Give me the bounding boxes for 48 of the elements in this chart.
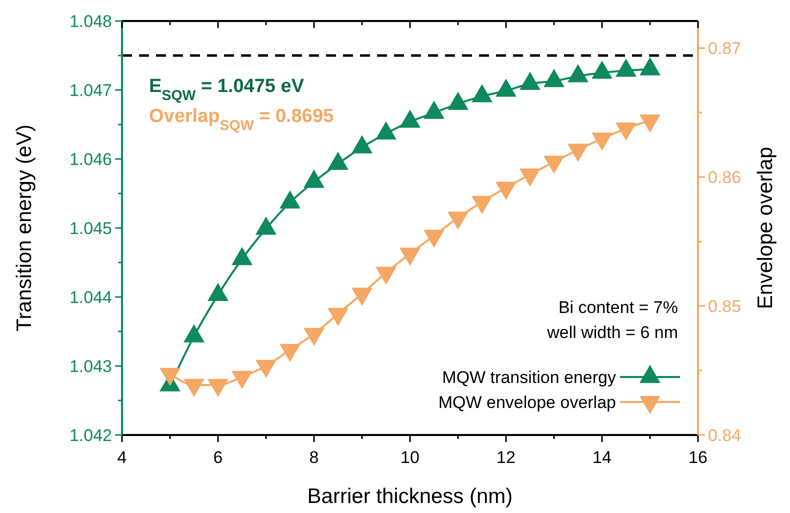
y2-axis-title: Envelope overlap [754,146,777,310]
point [472,196,492,214]
y-axis-title: Transition energy (eV) [13,124,36,332]
point [544,156,564,174]
point [376,266,396,285]
point [640,114,660,133]
legend-label: MQW transition energy [442,368,616,387]
x-tick-label: 16 [688,448,708,467]
point [424,230,444,248]
y-tick-label: 1.044 [69,288,112,307]
point [256,360,276,378]
annotation: Bi content = 7% [558,298,678,317]
point [280,344,300,362]
annotation: E$_{SQW}$ = 1.0475 eV [149,76,304,104]
annotation: well width = 6 nm [546,323,678,342]
x-tick-label: 12 [496,448,516,467]
point [520,168,540,187]
point [496,182,516,200]
point [328,308,348,326]
point [184,378,204,398]
point [448,212,468,230]
y2-tick-label: 0.85 [708,297,742,316]
annotation: Overlap$_{SQW}$ = 0.8695 [149,106,334,134]
y-tick-label: 1.046 [69,150,112,169]
x-tick-label: 10 [400,448,420,467]
x-tick-label: 4 [117,448,127,467]
y-tick-label: 1.042 [69,426,112,445]
y2-tick-label: 0.86 [708,168,742,188]
y-tick-label: 1.043 [69,357,112,376]
legend-label: MQW envelope overlap [438,393,616,412]
y2-tick-label: 0.87 [708,39,742,58]
point [352,288,372,306]
y-tick-label: 1.045 [69,219,112,238]
y2-tick-label: 0.84 [708,426,742,445]
point [160,368,180,386]
y-tick-label: 1.048 [69,12,112,31]
x-tick-label: 14 [592,448,612,467]
point [568,144,588,162]
point [400,248,420,266]
x-axis-title: Barrier thickness (nm) [307,485,513,508]
x-tick-label: 6 [213,448,223,467]
point [208,378,228,398]
point [232,370,252,390]
point [592,132,612,151]
y-tick-label: 1.047 [69,81,112,100]
x-tick-label: 8 [309,448,319,467]
point [616,122,636,141]
point [304,328,324,346]
